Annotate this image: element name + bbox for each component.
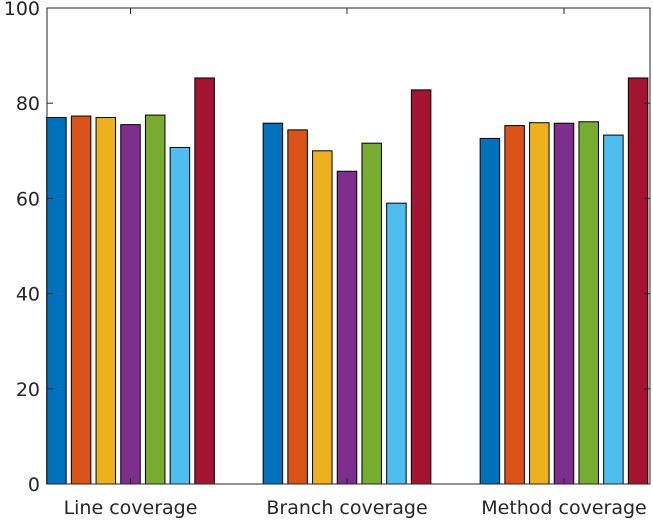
bar (504, 125, 525, 485)
bar (169, 146, 191, 485)
labels-layer: 0 20 40 60 80 100 Line coverage Branch coverage… (4, 0, 647, 519)
bar (529, 122, 550, 485)
bar (262, 122, 284, 485)
bar (70, 115, 92, 485)
y-tick-label: 0 (28, 474, 40, 496)
bar (120, 124, 141, 485)
bar (144, 114, 166, 485)
plot-frame (46, 7, 651, 485)
bar (312, 150, 333, 485)
x-category-label: Line coverage (64, 497, 198, 519)
y-tick-label: 20 (16, 379, 40, 401)
bar (336, 170, 358, 485)
bar (95, 116, 117, 485)
x-category-label: Branch coverage (266, 497, 427, 519)
bar (553, 122, 575, 485)
bar (479, 137, 501, 485)
bar (361, 142, 382, 485)
bar (578, 121, 599, 485)
y-tick-label: 40 (16, 284, 40, 306)
bar (287, 129, 308, 485)
bars-layer (46, 77, 649, 485)
bar (194, 77, 215, 485)
bar (627, 77, 649, 485)
y-tick-label: 80 (16, 93, 40, 115)
axes-layer (46, 7, 651, 485)
bar (410, 89, 432, 485)
bar (46, 116, 67, 485)
y-tick-label: 60 (16, 188, 40, 210)
bar (603, 134, 624, 485)
x-category-label: Method coverage (481, 497, 647, 519)
y-tick-label: 100 (4, 0, 40, 20)
bar (386, 202, 407, 485)
